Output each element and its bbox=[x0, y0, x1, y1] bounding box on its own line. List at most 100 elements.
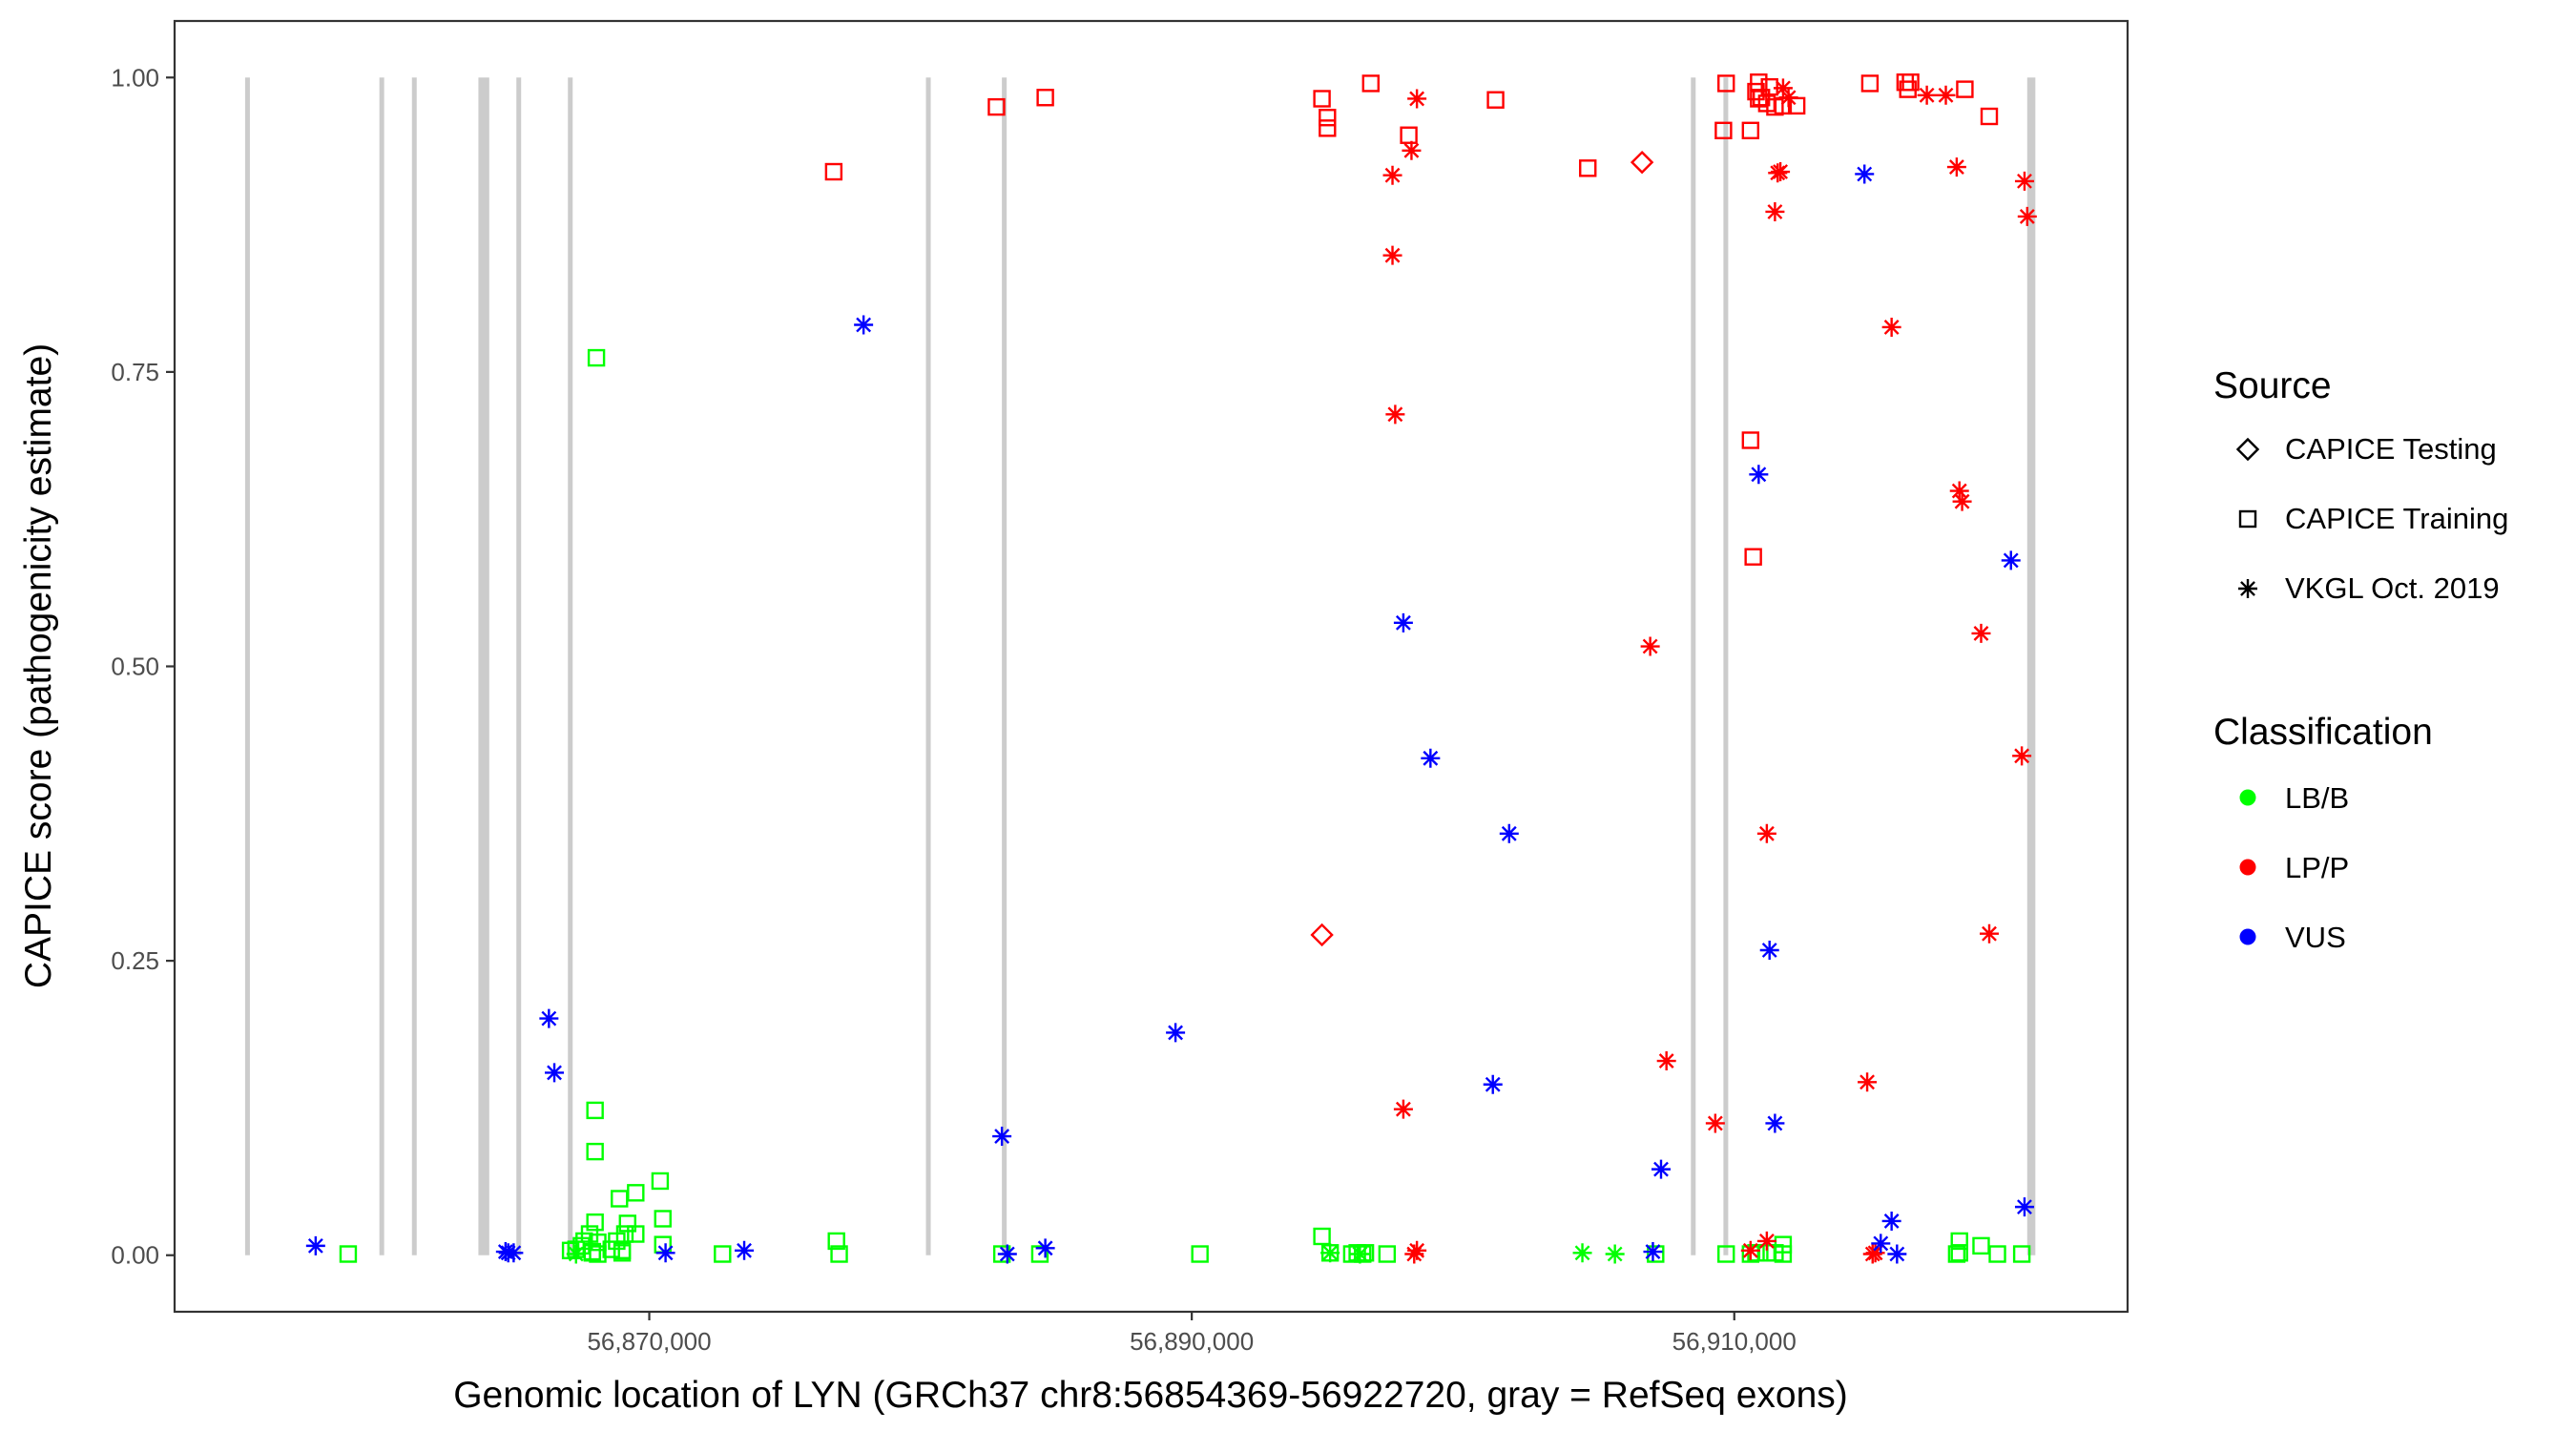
legend-label-lpp: LP/P bbox=[2285, 851, 2349, 884]
data-point bbox=[655, 1243, 675, 1263]
data-point bbox=[589, 1245, 607, 1263]
exon-band bbox=[516, 77, 522, 1255]
y-tick-label: 1.00 bbox=[111, 63, 159, 92]
data-point bbox=[545, 1063, 565, 1083]
data-point bbox=[1407, 1240, 1427, 1260]
data-point bbox=[1756, 1231, 1776, 1251]
data-point bbox=[1313, 1227, 1331, 1246]
x-axis-title: Genomic location of LYN (GRCh37 chr8:568… bbox=[453, 1375, 1848, 1416]
data-point bbox=[1382, 245, 1402, 265]
data-point bbox=[1378, 1245, 1397, 1263]
exon-bands bbox=[244, 77, 2036, 1255]
data-point bbox=[987, 97, 1006, 116]
data-point bbox=[1647, 1245, 1665, 1263]
data-point bbox=[1774, 1245, 1793, 1263]
data-point bbox=[615, 1225, 634, 1243]
legend-classification-title: Classification bbox=[2213, 712, 2433, 753]
legend: Source CAPICE Testing CAPICE Training VK… bbox=[2213, 365, 2508, 954]
data-point bbox=[1400, 126, 1418, 144]
x-tick-label: 56,910,000 bbox=[1672, 1327, 1797, 1356]
data-point bbox=[1651, 1159, 1671, 1179]
data-point bbox=[1881, 1211, 1901, 1231]
data-point bbox=[1740, 1240, 1760, 1260]
data-point bbox=[1407, 89, 1427, 109]
x-tick-label: 56,890,000 bbox=[1130, 1327, 1254, 1356]
data-point bbox=[1980, 923, 1999, 944]
exon-band bbox=[478, 77, 489, 1255]
data-point bbox=[1361, 74, 1380, 93]
data-point bbox=[1393, 1099, 1413, 1119]
data-point bbox=[1952, 491, 1972, 511]
data-point bbox=[1579, 159, 1597, 177]
y-tick-label: 0.50 bbox=[111, 653, 159, 681]
data-point bbox=[1759, 941, 1779, 961]
y-tick-label: 0.75 bbox=[111, 358, 159, 386]
legend-key-dot bbox=[2239, 789, 2256, 806]
data-point bbox=[1949, 481, 1969, 501]
data-point bbox=[305, 1235, 325, 1255]
data-point bbox=[566, 1244, 586, 1264]
data-point bbox=[1166, 1023, 1186, 1043]
data-point bbox=[1760, 77, 1778, 96]
data-point bbox=[1717, 74, 1735, 93]
x-tick-label: 56,870,000 bbox=[587, 1327, 711, 1356]
data-point bbox=[586, 1101, 604, 1120]
data-point bbox=[1656, 1051, 1676, 1071]
data-point bbox=[1946, 157, 1966, 177]
data-point bbox=[583, 1242, 602, 1261]
data-point bbox=[1640, 636, 1660, 656]
data-point bbox=[854, 315, 874, 335]
data-point bbox=[1393, 612, 1413, 633]
data-point bbox=[1901, 73, 1920, 92]
legend-label-vus: VUS bbox=[2285, 921, 2346, 954]
data-point bbox=[1774, 1235, 1793, 1254]
data-point bbox=[586, 1213, 604, 1232]
data-point bbox=[1385, 404, 1405, 425]
data-point bbox=[1756, 823, 1776, 843]
data-point bbox=[1947, 1245, 1966, 1263]
data-point bbox=[339, 1245, 358, 1263]
data-point bbox=[2017, 206, 2037, 226]
legend-key-asterisk bbox=[2238, 579, 2257, 598]
exon-band bbox=[1002, 77, 1008, 1255]
data-point bbox=[1765, 201, 1785, 221]
exon-band bbox=[411, 77, 417, 1255]
data-point bbox=[1486, 91, 1505, 109]
data-point bbox=[735, 1240, 755, 1260]
data-point bbox=[1630, 150, 1654, 175]
data-point bbox=[1860, 74, 1880, 93]
data-point bbox=[992, 1127, 1012, 1147]
data-point bbox=[1191, 1245, 1209, 1263]
data-points bbox=[305, 73, 2037, 1264]
data-point bbox=[539, 1008, 559, 1028]
data-point bbox=[1035, 1238, 1055, 1258]
legend-label-lbb: LB/B bbox=[2285, 781, 2349, 815]
x-axis-ticks: 56,870,000 56,890,000 56,910,000 bbox=[587, 1312, 1797, 1356]
data-point bbox=[1717, 1245, 1735, 1263]
exon-band bbox=[1691, 77, 1696, 1255]
data-point bbox=[1950, 1232, 1968, 1251]
data-point bbox=[1765, 1113, 1785, 1133]
data-point bbox=[1855, 164, 1875, 184]
data-point bbox=[1402, 140, 1422, 160]
data-point bbox=[1771, 162, 1791, 182]
exon-band bbox=[1723, 77, 1729, 1255]
data-point bbox=[1749, 465, 1769, 485]
data-point bbox=[504, 1243, 524, 1263]
data-point bbox=[1319, 119, 1337, 137]
data-point bbox=[1421, 748, 1441, 768]
data-point bbox=[1956, 80, 1974, 98]
data-point bbox=[586, 1142, 604, 1161]
data-point bbox=[1741, 121, 1760, 140]
data-point bbox=[1036, 89, 1054, 107]
data-point bbox=[627, 1184, 645, 1202]
legend-label-capice-training: CAPICE Training bbox=[2285, 502, 2508, 535]
data-point bbox=[1310, 923, 1334, 947]
legend-label-capice-testing: CAPICE Testing bbox=[2285, 432, 2497, 466]
data-point bbox=[2001, 550, 2021, 570]
data-point bbox=[1714, 121, 1733, 140]
y-axis-title: CAPICE score (pathogenicity estimate) bbox=[18, 343, 59, 988]
data-point bbox=[830, 1245, 848, 1263]
legend-key-square bbox=[2238, 509, 2257, 529]
